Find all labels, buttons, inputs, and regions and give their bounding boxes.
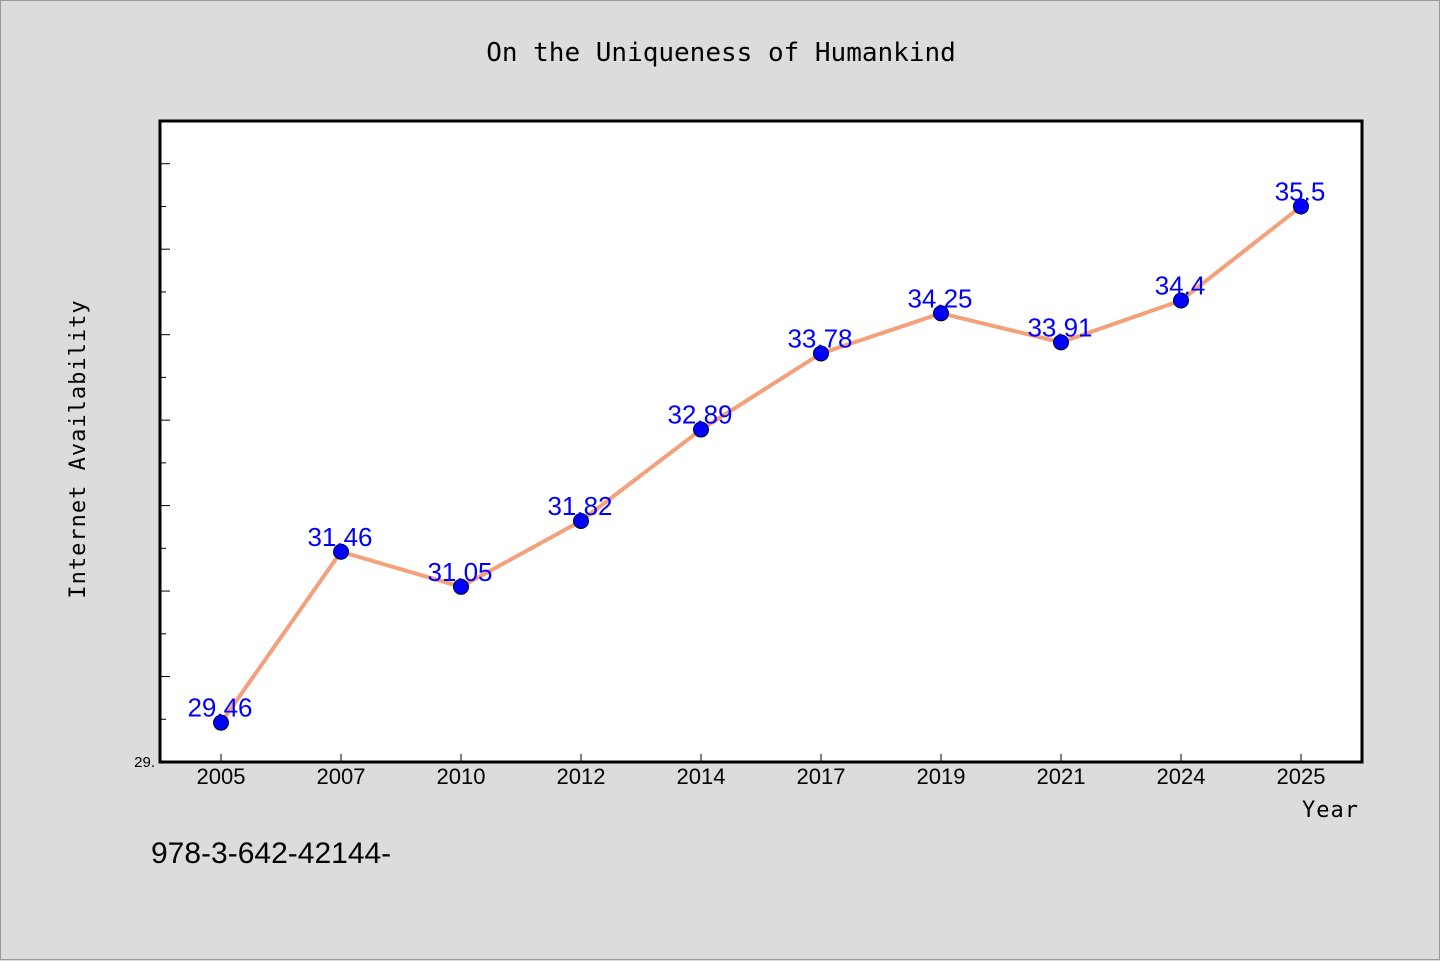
series-group (213, 198, 1309, 731)
data-label: 34.25 (907, 283, 972, 313)
footer-code: 978-3-642-42144- (151, 837, 391, 870)
data-point (933, 305, 949, 322)
y-axis-label: Internet Availability (66, 299, 91, 598)
data-point (1053, 334, 1069, 351)
data-point (813, 345, 829, 362)
data-labels-group: 29.46 31.46 31.05 31.82 32.89 33.78 34.25 33.91… (187, 176, 1325, 722)
x-tick-label: 2017 (797, 764, 846, 789)
data-label: 33.78 (787, 323, 852, 353)
series-line (219, 204, 1303, 724)
x-axis-ticks: 2005 2007 2010 2012 2014 2017 2019 2021 2024 2025 (197, 754, 1326, 789)
data-point (333, 543, 349, 560)
data-label: 34.4 (1155, 270, 1206, 300)
x-tick-label: 2010 (437, 764, 486, 789)
data-point (693, 421, 709, 438)
data-point (1293, 198, 1309, 215)
data-label: 32.89 (667, 400, 732, 430)
data-label: 29.46 (187, 693, 252, 723)
data-label: 31.82 (547, 491, 612, 521)
x-tick-label: 2024 (1157, 764, 1206, 789)
data-point (453, 578, 469, 595)
plot-area (158, 119, 1364, 764)
chart-title: On the Uniqueness of Humankind (486, 38, 956, 68)
data-point (213, 714, 229, 731)
data-point (1173, 292, 1189, 309)
x-tick-label: 2007 (317, 764, 366, 789)
data-label: 31.05 (427, 557, 492, 587)
y-axis-ticks (160, 163, 170, 720)
x-tick-label: 2005 (197, 764, 246, 789)
data-label: 33.91 (1027, 312, 1092, 342)
x-tick-label: 2021 (1037, 764, 1086, 789)
data-label: 31.46 (307, 522, 372, 552)
x-tick-label: 2025 (1277, 764, 1326, 789)
data-point (573, 512, 589, 529)
x-axis-label: Year (1302, 798, 1359, 823)
x-tick-label: 2014 (677, 764, 726, 789)
y-tick-label: 29. (134, 754, 155, 771)
data-label: 35.5 (1275, 176, 1326, 206)
x-tick-label: 2019 (917, 764, 966, 789)
x-tick-label: 2012 (557, 764, 606, 789)
